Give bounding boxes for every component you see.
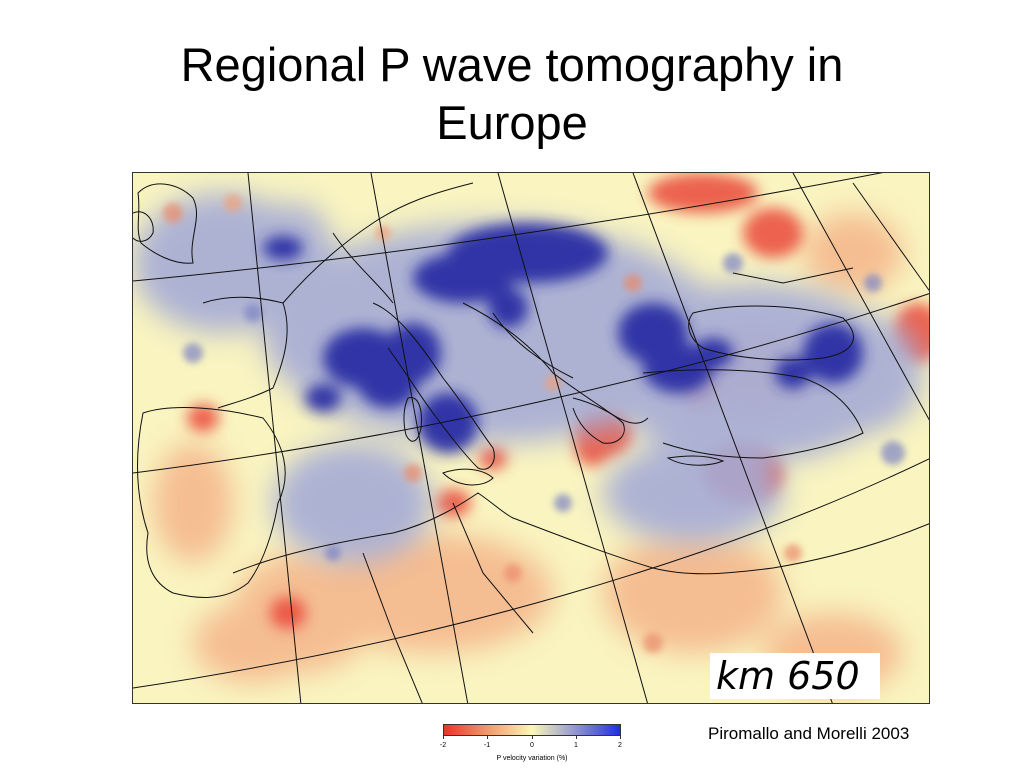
fast-anomalies-strong: [263, 223, 863, 453]
colorbar-tick-label: 1: [574, 742, 578, 749]
border-line: [452, 502, 534, 634]
coastlines: [133, 182, 929, 703]
border-line: [492, 312, 574, 379]
anomaly-texture: [163, 194, 905, 653]
border-line: [332, 232, 394, 304]
balkans-coast: [462, 302, 649, 424]
ireland-coast: [133, 211, 154, 242]
sicily-coast: [442, 468, 494, 486]
longitude-line: [632, 173, 833, 703]
border-line: [732, 267, 854, 284]
colorbar-tick-mark: [620, 736, 621, 739]
longitude-line: [497, 173, 648, 703]
latitude-line: [133, 173, 883, 282]
black-sea-coast: [688, 305, 854, 361]
france-coast: [202, 296, 288, 409]
title-line-2: Europe: [436, 96, 588, 149]
colorbar-tick-mark: [576, 736, 577, 739]
crete-coast: [666, 455, 725, 466]
title-line-1: Regional P wave tomography in: [180, 38, 844, 91]
colorbar-tick-label: -1: [483, 742, 491, 749]
velocity-colorbar: [443, 724, 621, 736]
anatolia-coast: [642, 369, 864, 459]
citation: Piromallo and Morelli 2003: [708, 724, 910, 743]
greece-coast: [572, 397, 625, 444]
depth-label: km 650: [710, 653, 880, 699]
europe-north-coast: [282, 182, 474, 304]
tomography-map-svg: [133, 173, 929, 703]
longitude-line: [792, 173, 929, 421]
longitude-line: [247, 173, 302, 703]
colorbar-tick-mark: [443, 736, 444, 739]
colorbar-tick-mark: [532, 736, 533, 739]
longitude-line: [852, 182, 929, 292]
colorbar-tick-label: -2: [439, 742, 447, 749]
colorbar-tick-label: 0: [530, 742, 534, 749]
tomography-map: [132, 172, 930, 704]
latitude-line: [133, 293, 929, 474]
colorbar-label: P velocity variation (%): [496, 755, 568, 762]
slide-title: Regional P wave tomography in Europe: [0, 36, 1024, 152]
colorbar-tick-mark: [487, 736, 488, 739]
north-africa-coast: [232, 492, 929, 575]
british-isles-coast: [137, 183, 197, 264]
iberia-coast: [137, 407, 286, 598]
colorbar-tick-label: 2: [618, 742, 622, 749]
sardinia-coast: [403, 397, 422, 442]
italy-coast: [372, 302, 495, 470]
graticule: [133, 173, 929, 703]
latitude-line: [133, 458, 929, 689]
longitude-line: [370, 173, 469, 703]
border-line: [362, 552, 423, 703]
